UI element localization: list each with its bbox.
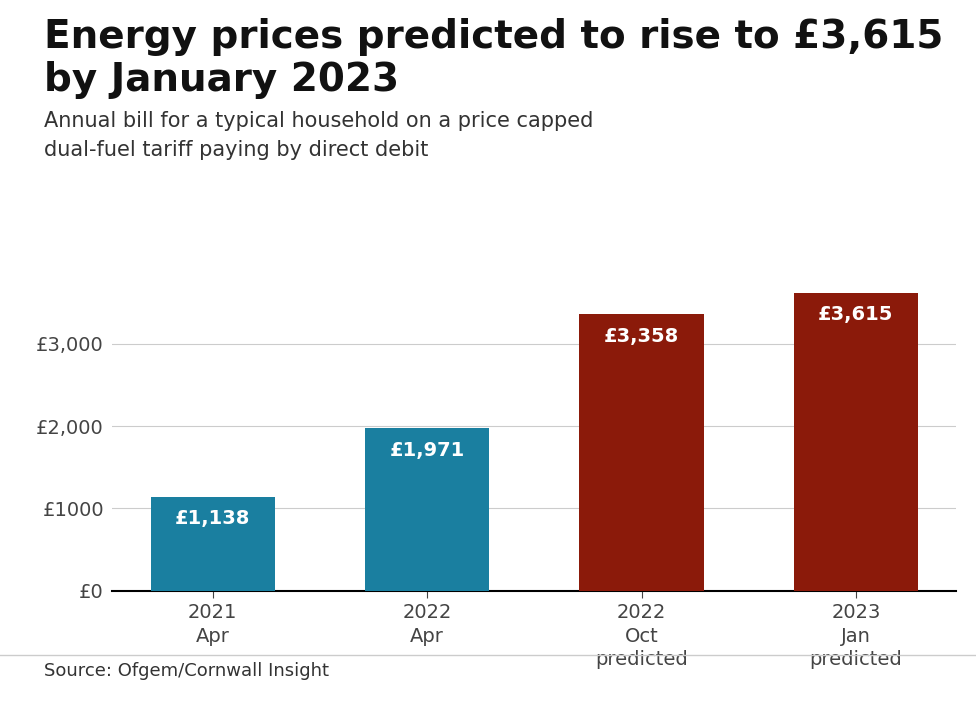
Text: £3,358: £3,358 <box>604 326 679 346</box>
Bar <box>580 314 704 591</box>
Text: dual-fuel tariff paying by direct debit: dual-fuel tariff paying by direct debit <box>44 140 428 160</box>
Text: £1,971: £1,971 <box>389 441 465 460</box>
Text: Energy prices predicted to rise to £3,615: Energy prices predicted to rise to £3,61… <box>44 18 943 56</box>
Text: £1,138: £1,138 <box>175 509 251 528</box>
Text: by January 2023: by January 2023 <box>44 61 399 99</box>
Bar <box>793 293 918 591</box>
Text: B: B <box>907 672 920 690</box>
Text: Source: Ofgem/Cornwall Insight: Source: Ofgem/Cornwall Insight <box>44 662 329 680</box>
Text: C: C <box>948 672 961 690</box>
Bar <box>365 428 489 591</box>
Text: B: B <box>866 672 879 690</box>
Text: £3,615: £3,615 <box>818 306 894 324</box>
Text: Annual bill for a typical household on a price capped: Annual bill for a typical household on a… <box>44 111 593 131</box>
Bar <box>150 497 275 591</box>
